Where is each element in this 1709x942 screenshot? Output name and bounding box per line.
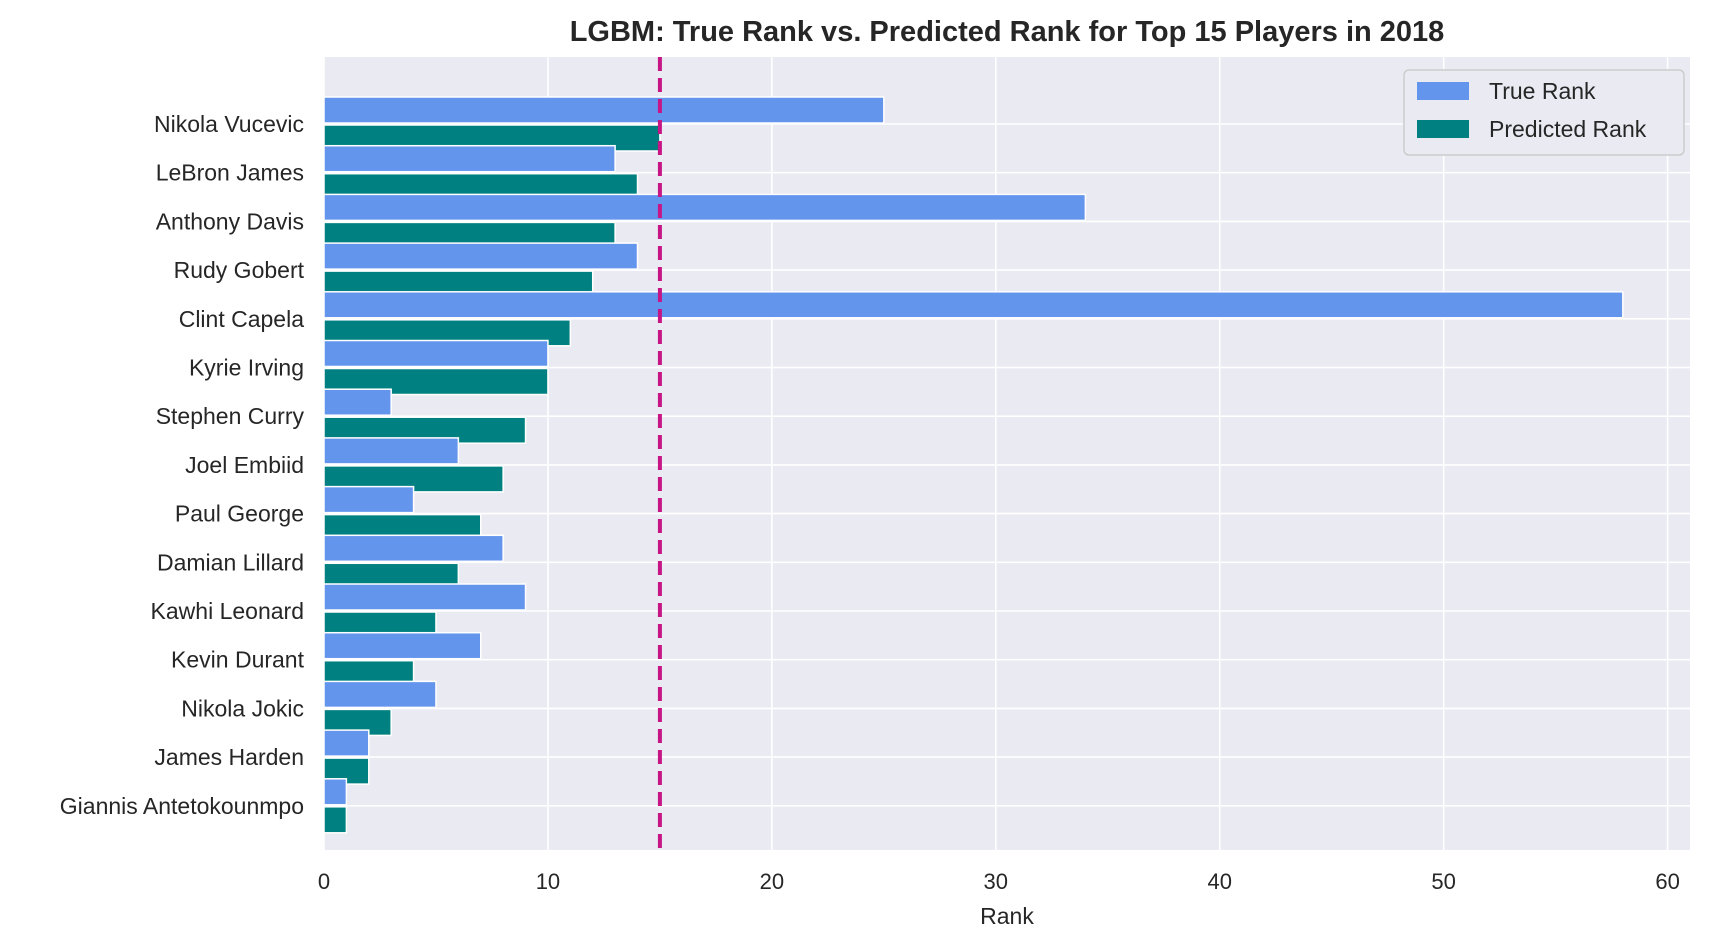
- y-tick-labels: Nikola Vucevic LeBron James Anthony Davis R…: [60, 111, 305, 819]
- chart-title: LGBM: True Rank vs. Predicted Rank for T…: [570, 16, 1445, 48]
- legend-box: [1403, 69, 1685, 156]
- x-tick-label: 0: [318, 869, 330, 894]
- x-tick-label: 40: [1207, 869, 1231, 894]
- y-tick-label: Paul George: [175, 501, 304, 527]
- legend-label: True Rank: [1489, 78, 1596, 104]
- x-tick-label: 50: [1431, 869, 1455, 894]
- y-tick-label: Rudy Gobert: [174, 257, 305, 283]
- true-rank-bar: [323, 534, 504, 563]
- x-axis-label: Rank: [980, 903, 1034, 929]
- y-tick-label: Kawhi Leonard: [151, 598, 304, 624]
- y-tick-label: Joel Embiid: [185, 452, 304, 478]
- x-tick-label: 10: [536, 869, 560, 894]
- true-rank-bar: [323, 388, 392, 416]
- y-tick-label: Kyrie Irving: [189, 355, 304, 381]
- y-tick-label: Damian Lillard: [157, 549, 304, 575]
- true-rank-bar: [323, 339, 549, 368]
- x-tick-labels: 0 10 20 30 40 50 60: [318, 869, 1680, 894]
- true-rank-bar: [323, 485, 415, 514]
- y-tick-label: Kevin Durant: [171, 647, 305, 673]
- true-rank-bar: [323, 437, 460, 465]
- legend: True Rank Predicted Rank: [1403, 69, 1685, 156]
- y-tick-label: Nikola Jokic: [181, 695, 304, 721]
- y-tick-label: Giannis Antetokounmpo: [60, 793, 304, 819]
- y-tick-label: Nikola Vucevic: [154, 111, 304, 137]
- true-rank-bar: [323, 729, 370, 757]
- y-tick-label: James Harden: [154, 744, 304, 770]
- true-rank-bar: [323, 242, 639, 270]
- y-tick-label: Clint Capela: [179, 306, 304, 332]
- true-rank-bar: [323, 144, 616, 173]
- legend-swatch: [1417, 120, 1469, 138]
- predicted-rank-bar: [323, 806, 348, 834]
- y-tick-label: LeBron James: [156, 160, 304, 186]
- true-rank-bar: [323, 291, 1624, 319]
- true-rank-bar: [323, 193, 1087, 222]
- legend-swatch: [1417, 82, 1469, 100]
- legend-label: Predicted Rank: [1489, 116, 1647, 142]
- grid: [323, 57, 1690, 850]
- true-rank-bar: [323, 96, 885, 124]
- x-tick-label: 20: [760, 869, 784, 894]
- true-rank-bar: [323, 583, 527, 611]
- true-rank-bar: [323, 680, 437, 709]
- true-rank-bar: [323, 778, 348, 806]
- y-tick-label: Stephen Curry: [156, 403, 305, 429]
- bars: [323, 96, 1624, 834]
- y-tick-label: Anthony Davis: [156, 208, 304, 234]
- x-tick-label: 60: [1655, 869, 1679, 894]
- true-rank-bar: [323, 631, 482, 660]
- x-tick-label: 30: [984, 869, 1008, 894]
